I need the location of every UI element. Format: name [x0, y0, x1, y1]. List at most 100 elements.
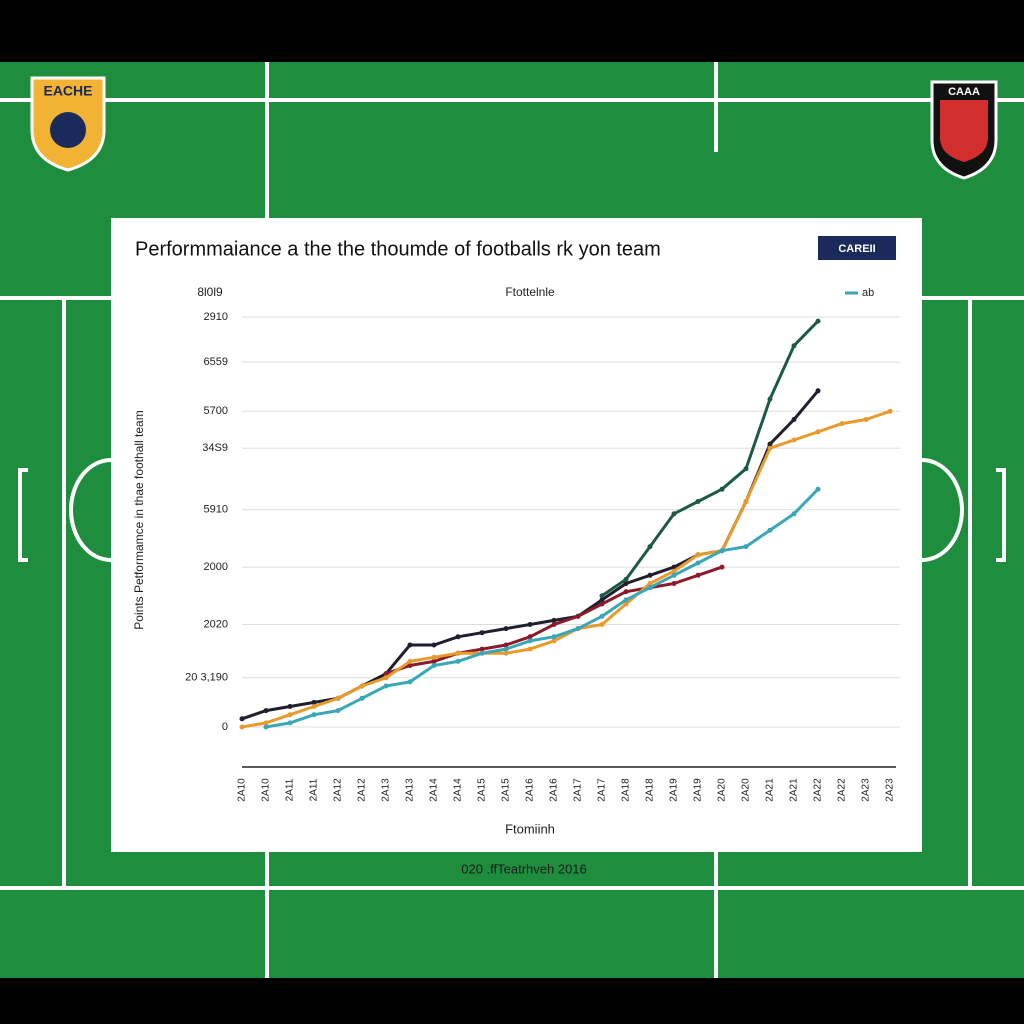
x-tick-label: 2A10 [237, 778, 248, 802]
point [527, 646, 533, 652]
point [383, 675, 389, 681]
point [263, 724, 269, 730]
y-tick-label: 2000 [204, 561, 228, 573]
x-tick-label: 2A20 [741, 778, 752, 802]
point [791, 437, 797, 443]
point [671, 511, 677, 517]
y-tick-label: 5700 [204, 405, 228, 417]
field-lines [0, 62, 1024, 978]
y-tick-label: 6559 [204, 356, 228, 368]
point [791, 343, 797, 349]
point [407, 663, 413, 668]
x-tick-label: 2A14 [453, 778, 464, 802]
point [743, 544, 749, 550]
point [431, 663, 437, 668]
point [479, 650, 485, 656]
point [503, 626, 509, 632]
point [695, 572, 701, 578]
point [623, 597, 629, 603]
point [311, 704, 317, 709]
x-tick-label: 2A10 [261, 778, 272, 802]
x-tick-label: 2A17 [597, 778, 608, 802]
series-line [241, 409, 891, 729]
point [623, 581, 629, 586]
point [671, 568, 677, 574]
chart-title: Performmaiance a the the thoumde of foot… [135, 238, 661, 260]
point [599, 601, 605, 607]
point [431, 654, 437, 660]
point [767, 445, 773, 451]
point [647, 585, 653, 591]
point [863, 417, 869, 422]
point [623, 576, 629, 582]
point [743, 466, 749, 472]
x-tick-label: 2A20 [717, 778, 728, 802]
x-tick-label: 2A21 [765, 778, 776, 802]
point [527, 622, 533, 627]
point [623, 589, 629, 595]
point [887, 408, 893, 414]
y-tick-label: 20 3,190 [185, 672, 228, 684]
point [335, 695, 341, 701]
right-logo-text: CAAA [948, 86, 980, 98]
point [599, 613, 605, 619]
point [383, 671, 389, 677]
point [719, 486, 725, 492]
point [503, 642, 509, 648]
point [695, 560, 701, 566]
point [815, 429, 821, 435]
x-tick-label: 2A17 [573, 778, 584, 802]
point [719, 548, 725, 554]
point [431, 642, 437, 648]
y-tick-label: 34S9 [202, 442, 228, 454]
point [719, 564, 725, 570]
point [551, 617, 557, 623]
y-axis-title: Points Petformamce in thae foothall team [132, 410, 146, 629]
point [575, 626, 581, 632]
point [671, 564, 677, 570]
point [551, 638, 557, 644]
left-logo-emblem [50, 112, 86, 148]
x-tick-label: 2A11 [285, 778, 296, 801]
y-tick-label: 5910 [204, 504, 228, 516]
chart-panel [111, 218, 922, 852]
x-tick-label: 2A22 [813, 778, 824, 802]
point [359, 695, 365, 701]
x-tick-label: 2A23 [885, 778, 896, 802]
point [455, 658, 461, 664]
x-axis-title: Ftomiinh [505, 821, 555, 836]
point [551, 634, 557, 640]
x-tick-label: 2A12 [333, 778, 344, 802]
x-tick-label: 2A11 [309, 778, 320, 801]
point [503, 646, 509, 652]
x-tick-label: 2A19 [693, 778, 704, 802]
badge-text: CAREII [838, 243, 875, 255]
point [359, 683, 365, 689]
point [599, 593, 605, 599]
y-axis-unit: 8l0l9 [197, 285, 223, 299]
point [839, 421, 845, 427]
point [695, 499, 701, 504]
point [527, 634, 533, 640]
point [575, 613, 581, 619]
x-tick-label: 2A15 [477, 778, 488, 802]
point [311, 712, 317, 718]
point [311, 699, 317, 705]
point [407, 679, 413, 685]
point [647, 544, 653, 550]
point [671, 572, 677, 578]
x-tick-label: 2A13 [405, 778, 416, 802]
chart-subtitle: Ftottelnle [505, 285, 555, 299]
point [407, 642, 413, 648]
point [647, 581, 653, 586]
badge [818, 236, 896, 260]
point [431, 658, 437, 664]
x-tick-label: 2A15 [501, 778, 512, 802]
point [287, 712, 293, 718]
point [479, 646, 485, 652]
point [815, 486, 821, 492]
legend-label: ab [862, 287, 874, 299]
series-line [601, 320, 820, 598]
point [335, 708, 341, 714]
